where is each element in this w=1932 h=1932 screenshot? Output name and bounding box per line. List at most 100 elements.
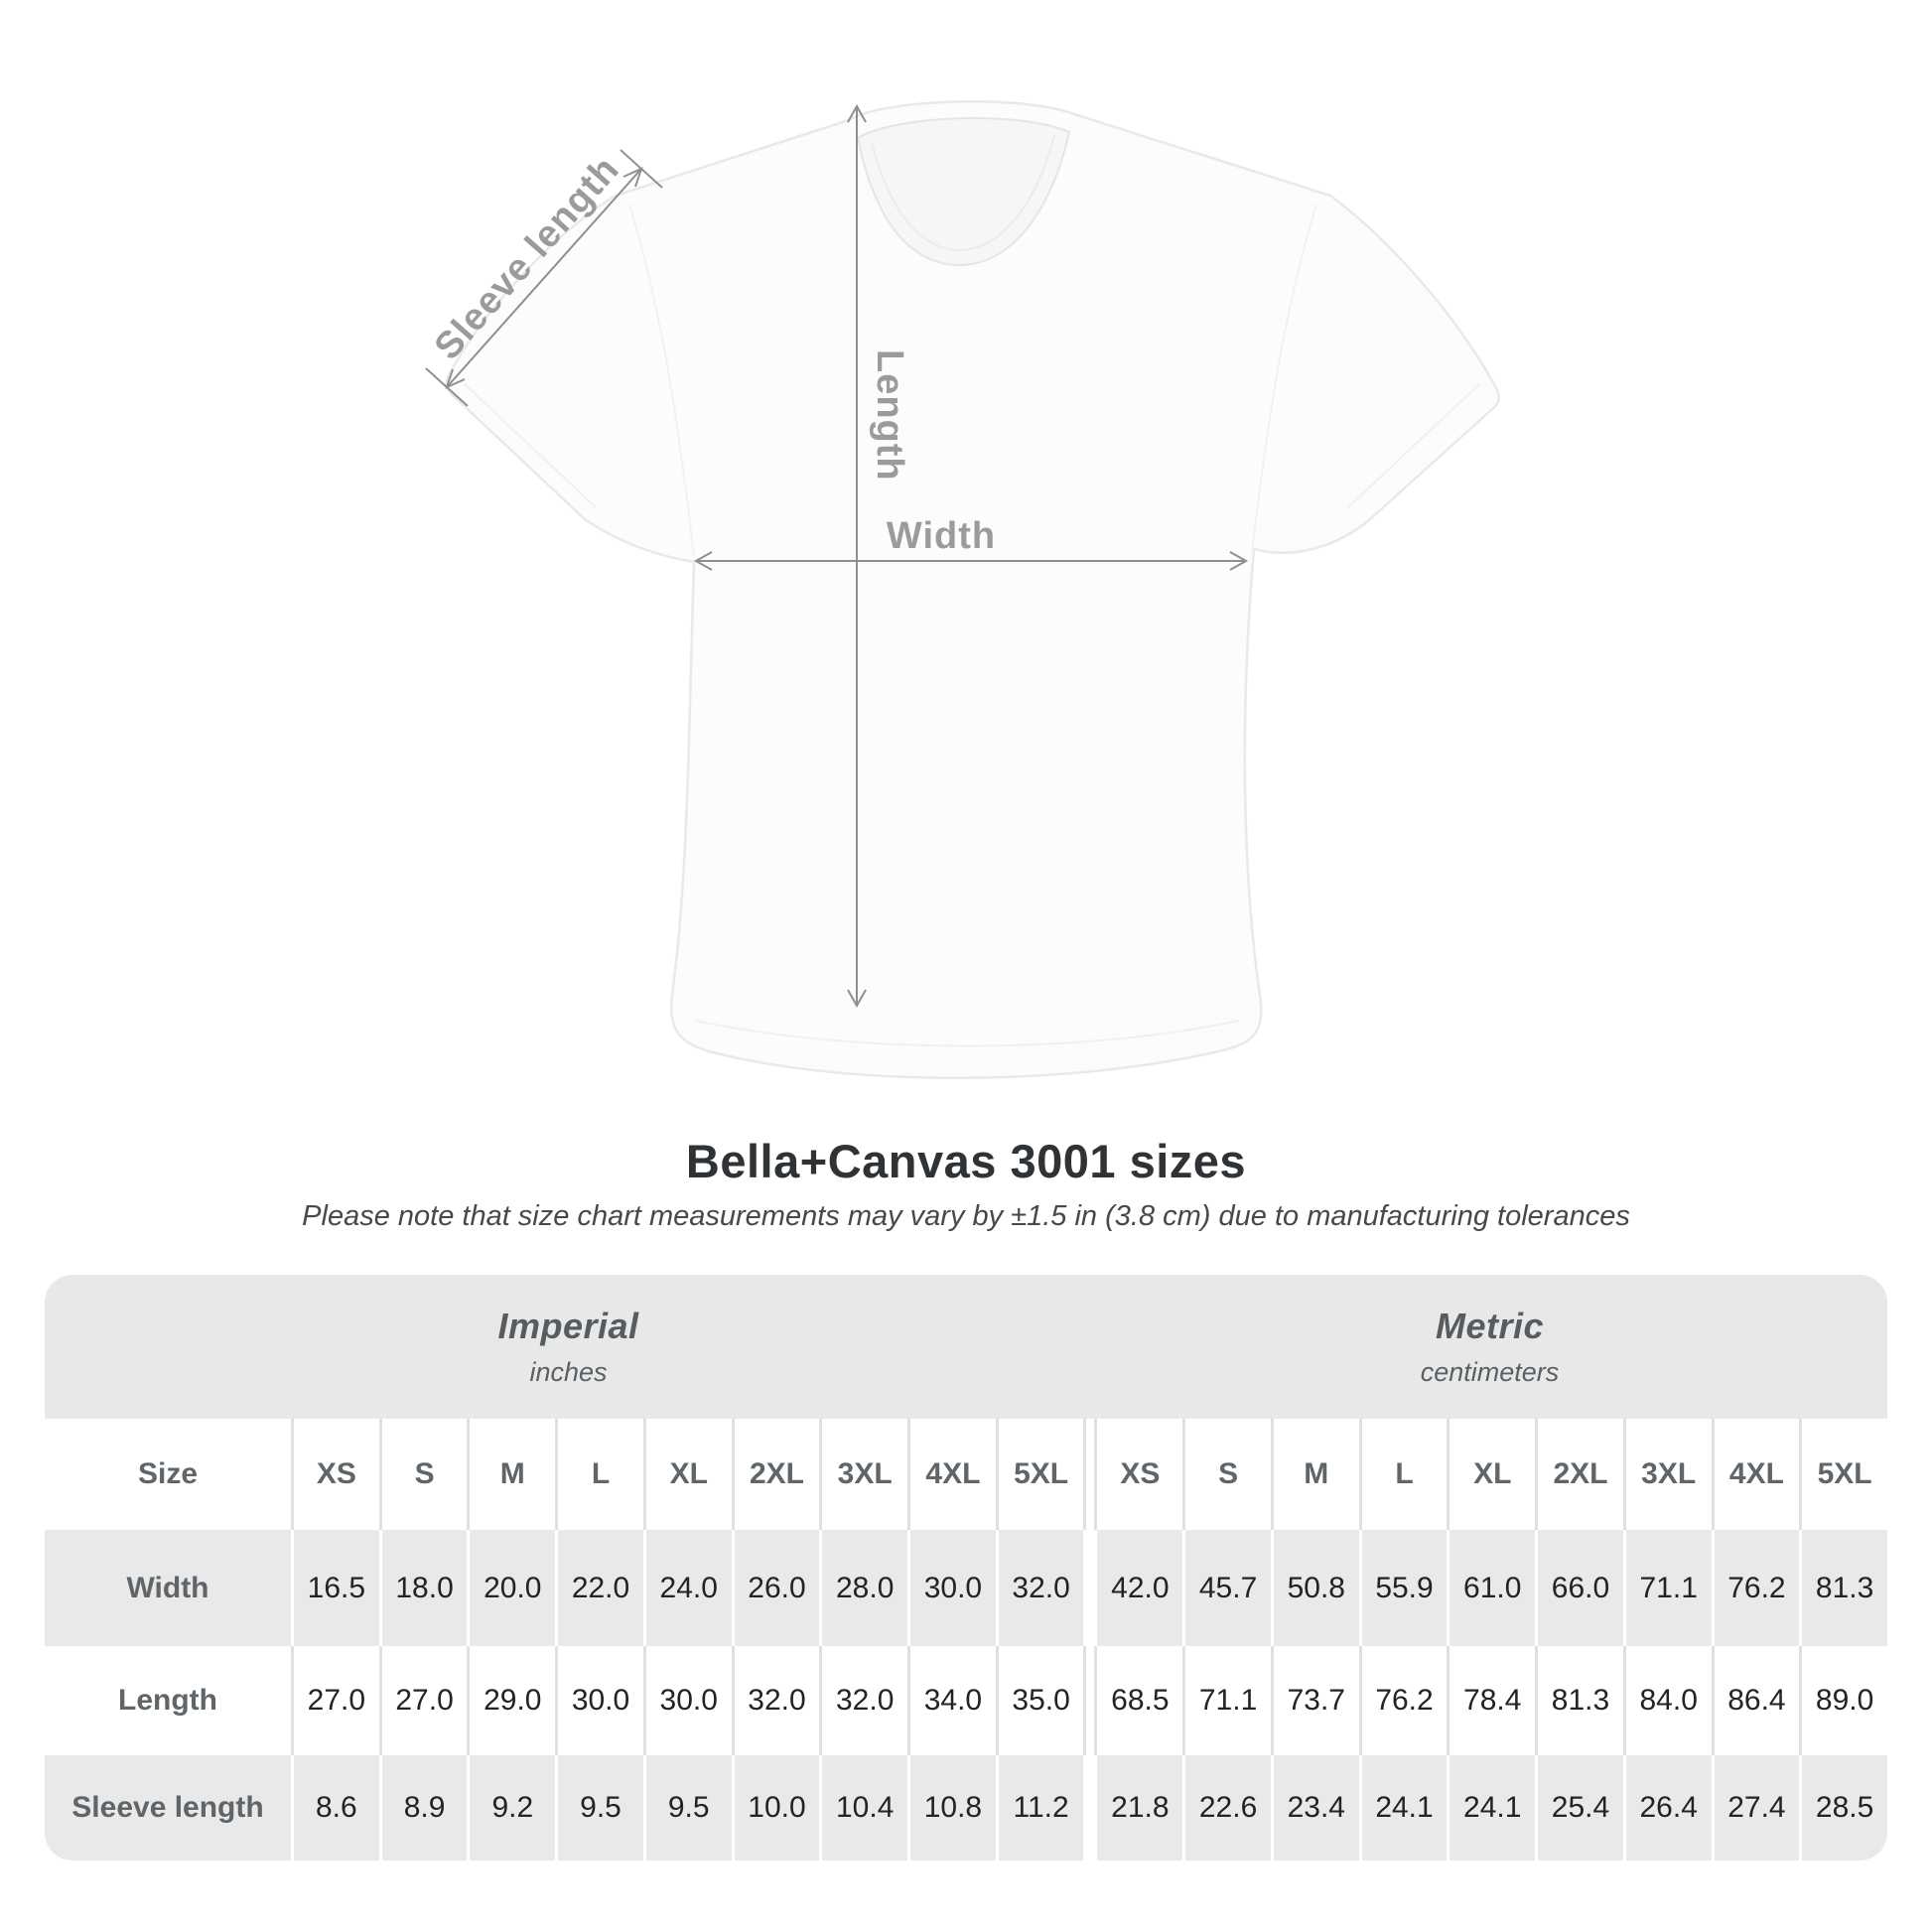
tshirt-measurement-diagram: Sleeve length Length Width	[425, 100, 1500, 1079]
width-label: Width	[887, 515, 996, 557]
tshirt-illustration	[445, 100, 1500, 1079]
value-cell: 61.0	[1449, 1530, 1536, 1646]
value-cell: 20.0	[470, 1530, 556, 1646]
unit-header-band: Imperial inches Metric centimeters	[45, 1275, 1887, 1419]
value-cell: 84.0	[1625, 1646, 1712, 1755]
value-cell: 26.4	[1625, 1755, 1712, 1861]
width-arrowhead-right	[1229, 551, 1249, 571]
value-cell: 34.0	[910, 1646, 996, 1755]
length-row: Length 27.0 27.0 29.0 30.0 30.0 32.0 32.…	[45, 1646, 1887, 1755]
value-cell: 89.0	[1802, 1646, 1887, 1755]
size-cell: S	[381, 1419, 468, 1530]
size-cell: 5XL	[998, 1419, 1084, 1530]
value-cell: 8.9	[381, 1755, 468, 1861]
unit-name-metric: Metric	[1435, 1306, 1545, 1346]
size-cell: 5XL	[1802, 1419, 1887, 1530]
value-cell: 32.0	[822, 1646, 908, 1755]
tshirt-diagram-svg: Sleeve length Length Width	[425, 100, 1500, 1079]
bottom-hem-seam	[694, 1020, 1240, 1047]
sleeve-length-dimension-line	[446, 168, 642, 388]
value-cell: 10.0	[734, 1755, 820, 1861]
size-cell: 2XL	[1538, 1419, 1623, 1530]
value-cell: 27.4	[1714, 1755, 1800, 1861]
length-arrowhead-top	[847, 103, 867, 123]
size-column-header: Size	[45, 1419, 291, 1530]
value-cell: 68.5	[1097, 1646, 1183, 1755]
unit-header-metric: Metric centimeters	[1092, 1306, 1887, 1388]
page-subtitle: Please note that size chart measurements…	[302, 1200, 1630, 1232]
length-label: Length	[869, 349, 910, 482]
value-cell: 66.0	[1538, 1530, 1623, 1646]
value-cell: 28.5	[1802, 1755, 1887, 1861]
length-arrowhead-bottom	[847, 989, 867, 1009]
unit-divider	[1086, 1530, 1095, 1646]
size-cell: 2XL	[734, 1419, 820, 1530]
size-cell: M	[1273, 1419, 1359, 1530]
value-cell: 81.3	[1538, 1646, 1623, 1755]
collar-opening	[856, 116, 1071, 267]
sleeve-length-dimension	[425, 149, 663, 407]
value-cell: 18.0	[381, 1530, 468, 1646]
value-cell: 28.0	[822, 1530, 908, 1646]
size-table: Imperial inches Metric centimeters Size …	[45, 1275, 1887, 1861]
value-cell: 32.0	[998, 1530, 1084, 1646]
unit-sub-imperial: inches	[529, 1357, 608, 1387]
value-cell: 11.2	[998, 1755, 1084, 1861]
right-sleeve-seam	[1251, 204, 1317, 551]
value-cell: 22.6	[1185, 1755, 1271, 1861]
value-cell: 24.1	[1361, 1755, 1448, 1861]
unit-sub-metric: centimeters	[1420, 1357, 1560, 1387]
row-label: Sleeve length	[45, 1755, 291, 1861]
value-cell: 86.4	[1714, 1646, 1800, 1755]
tshirt-outline	[445, 100, 1500, 1079]
value-cell: 32.0	[734, 1646, 820, 1755]
size-cell: 4XL	[910, 1419, 996, 1530]
value-cell: 9.2	[470, 1755, 556, 1861]
size-cell: S	[1185, 1419, 1271, 1530]
width-row: Width 16.5 18.0 20.0 22.0 24.0 26.0 28.0…	[45, 1530, 1887, 1646]
value-cell: 81.3	[1802, 1530, 1887, 1646]
size-cell: L	[1361, 1419, 1448, 1530]
sleeve-length-row: Sleeve length 8.6 8.9 9.2 9.5 9.5 10.0 1…	[45, 1755, 1887, 1861]
value-cell: 42.0	[1097, 1530, 1183, 1646]
width-dimension	[693, 551, 1249, 571]
length-dimension	[847, 103, 867, 1009]
row-label: Length	[45, 1646, 291, 1755]
value-cell: 10.4	[822, 1755, 908, 1861]
value-cell: 71.1	[1625, 1530, 1712, 1646]
value-cell: 16.5	[294, 1530, 379, 1646]
size-cell: L	[558, 1419, 643, 1530]
right-cuff-hem-seam	[1347, 383, 1480, 508]
dimension-lines	[425, 103, 1249, 1009]
unit-name-imperial: Imperial	[497, 1306, 639, 1346]
page-title: Bella+Canvas 3001 sizes	[685, 1135, 1247, 1187]
value-cell: 8.6	[294, 1755, 379, 1861]
value-cell: 9.5	[645, 1755, 732, 1861]
size-header-row: Size XS S M L XL 2XL 3XL 4XL 5XL XS S M …	[45, 1419, 1887, 1530]
value-cell: 78.4	[1449, 1646, 1536, 1755]
value-cell: 25.4	[1538, 1755, 1623, 1861]
value-cell: 73.7	[1273, 1646, 1359, 1755]
size-cell: XL	[1449, 1419, 1536, 1530]
unit-divider	[1086, 1755, 1095, 1861]
size-cell: 3XL	[1625, 1419, 1712, 1530]
value-cell: 71.1	[1185, 1646, 1271, 1755]
value-cell: 22.0	[558, 1530, 643, 1646]
unit-divider	[1086, 1419, 1095, 1530]
value-cell: 27.0	[381, 1646, 468, 1755]
row-label: Width	[45, 1530, 291, 1646]
size-cell: 4XL	[1714, 1419, 1800, 1530]
size-cell: 3XL	[822, 1419, 908, 1530]
value-cell: 21.8	[1097, 1755, 1183, 1861]
value-cell: 29.0	[470, 1646, 556, 1755]
unit-divider	[1086, 1646, 1095, 1755]
value-cell: 45.7	[1185, 1530, 1271, 1646]
left-sleeve-seam	[628, 204, 695, 557]
sleeve-length-tick-top	[620, 149, 663, 189]
value-cell: 76.2	[1361, 1646, 1448, 1755]
unit-header-imperial: Imperial inches	[45, 1306, 1092, 1388]
size-cell: XL	[645, 1419, 732, 1530]
value-cell: 30.0	[910, 1530, 996, 1646]
value-cell: 23.4	[1273, 1755, 1359, 1861]
value-cell: 9.5	[558, 1755, 643, 1861]
